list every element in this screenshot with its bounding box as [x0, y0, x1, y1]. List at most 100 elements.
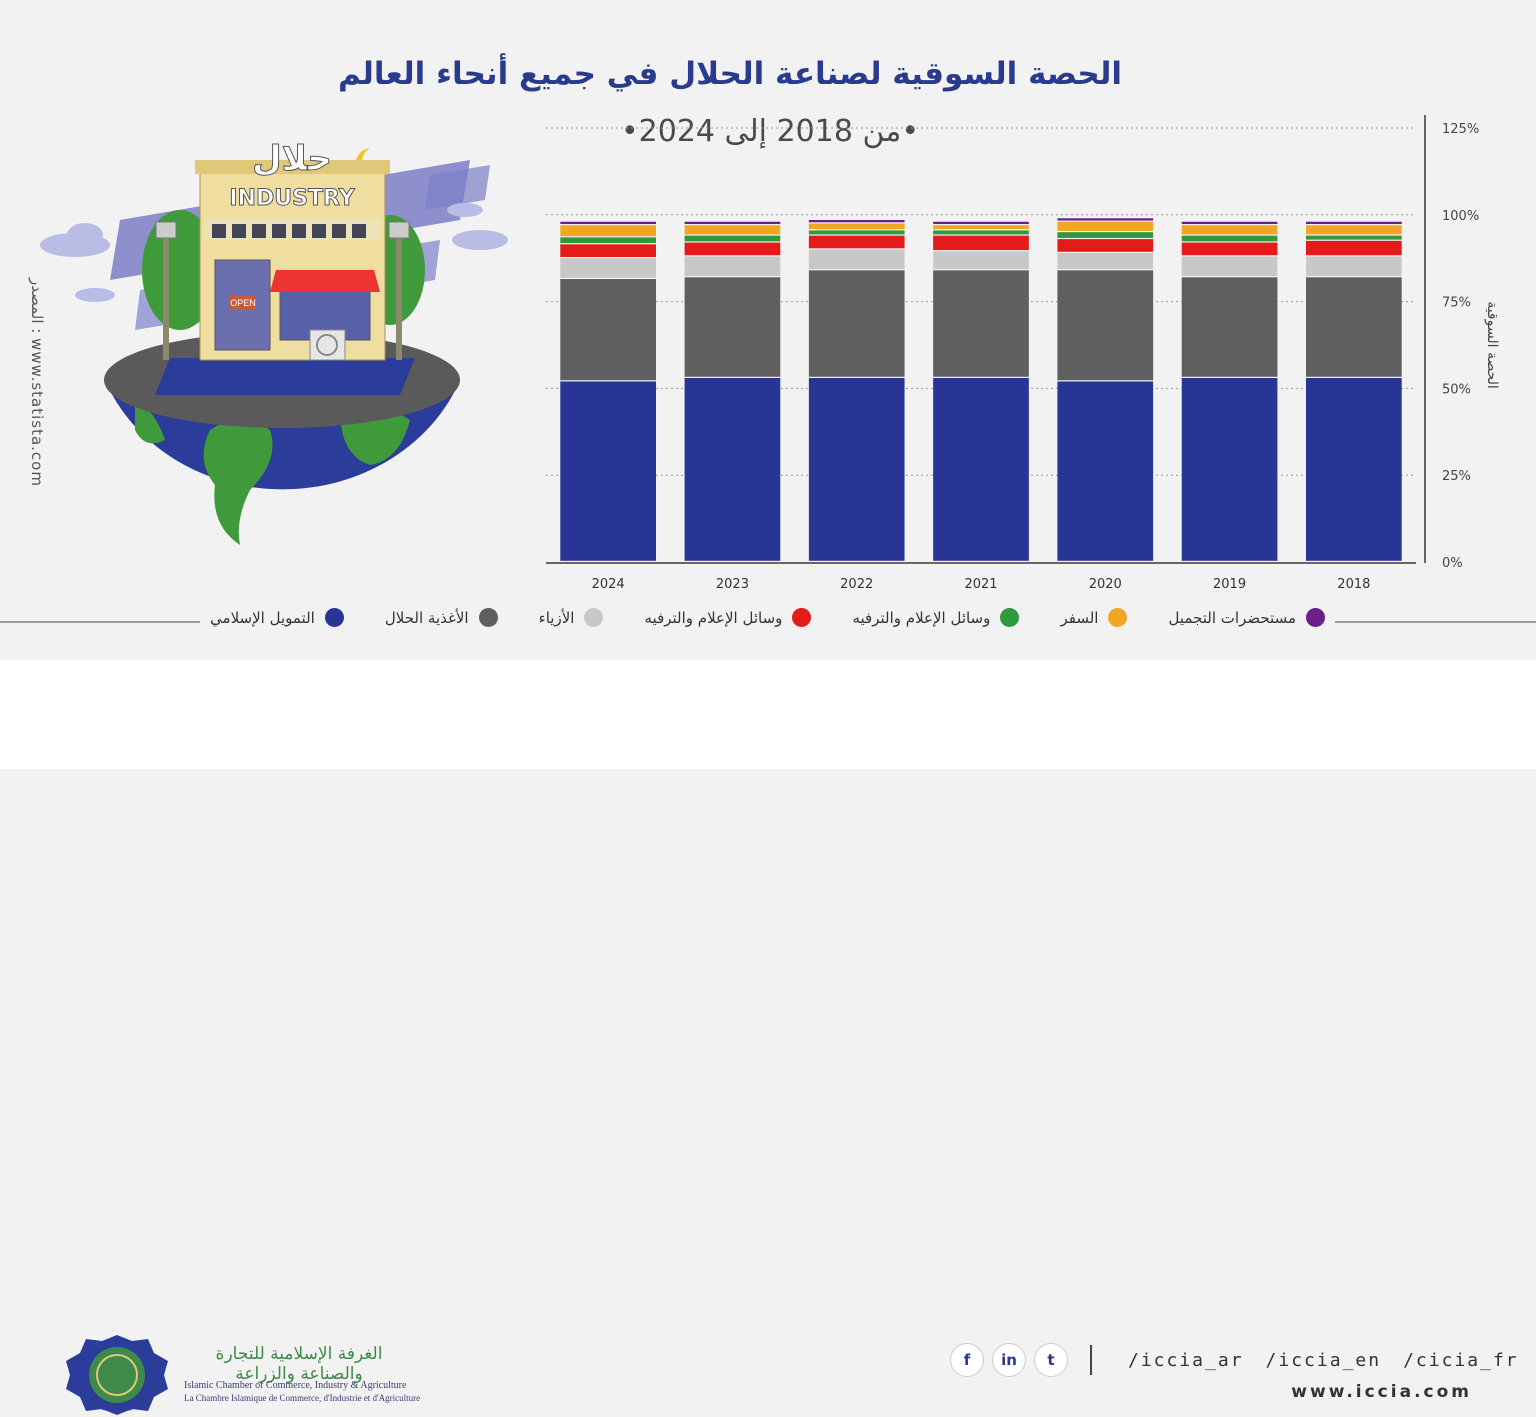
bar-segment — [1306, 225, 1402, 235]
legend-label: وسائل الإعلام والترفيه — [644, 608, 783, 627]
open-sign: OPEN — [230, 298, 256, 308]
bar-segment — [1306, 377, 1402, 561]
infographic-main: الحصة السوقية لصناعة الحلال في جميع أنحا… — [0, 0, 1536, 660]
legend-swatch — [1108, 608, 1128, 627]
iccia-logo-emblem — [66, 1335, 168, 1415]
linkedin-icon[interactable]: in — [992, 1343, 1026, 1377]
bar-segment — [808, 270, 905, 377]
x-tick-label: 2019 — [1213, 577, 1246, 592]
bar-segment — [808, 377, 905, 561]
bar-segment — [1057, 239, 1154, 252]
bar-segment — [933, 270, 1029, 377]
y-tick-label: 0% — [1442, 556, 1463, 571]
legend-item: الأغذية الحلال — [385, 608, 498, 627]
bar-segment — [808, 220, 905, 223]
legend-label: وسائل الإعلام والترفيه — [852, 608, 991, 627]
legend-item: السفر — [1060, 608, 1128, 627]
bar-segment — [1057, 232, 1154, 238]
legend-items: التمويل الإسلامي الأغذية الحلال الأزياء وسا… — [210, 608, 1325, 627]
bar-segment — [560, 225, 656, 237]
legend-item: وسائل الإعلام والترفيه — [645, 608, 812, 627]
bar-segment — [1181, 377, 1278, 561]
bars — [560, 218, 1402, 561]
legend-label: مستحضرات التجميل — [1168, 608, 1296, 627]
bar-segment — [1057, 221, 1154, 231]
y-tick-label: 100% — [1442, 209, 1479, 224]
bar-segment — [1306, 240, 1402, 256]
twitter-icon[interactable]: t — [1034, 1343, 1068, 1377]
bar-segment — [1057, 252, 1154, 270]
chart-legend: التمويل الإسلامي الأغذية الحلال الأزياء وسا… — [0, 600, 1536, 640]
bar-segment — [684, 377, 781, 561]
legend-swatch — [478, 608, 498, 627]
legend-rule-left — [0, 621, 200, 623]
social-separator — [1090, 1345, 1092, 1375]
bar-segment — [560, 381, 656, 561]
bar-segment — [1181, 225, 1278, 235]
bar-segment — [560, 221, 656, 225]
halal-shop-globe-illustration: OPEN INDUSTRY حلال — [40, 139, 508, 545]
halal-sign: حلال — [252, 139, 332, 179]
legend-item: الأزياء — [539, 608, 604, 627]
bar-segment — [684, 256, 781, 277]
x-tick-label: 2023 — [716, 577, 749, 592]
bar-segment — [933, 221, 1029, 225]
bar-segment — [1306, 277, 1402, 377]
x-tick-label: 2022 — [840, 577, 873, 592]
bar-segment — [560, 258, 656, 278]
legend-swatch — [1306, 608, 1325, 627]
y-tick-label: 25% — [1442, 469, 1471, 484]
org-name-french: La Chambre Islamique de Commerce, d'Indu… — [184, 1393, 421, 1403]
bar-segment — [684, 242, 781, 256]
x-tick-label: 2020 — [1089, 577, 1122, 592]
bar-segment — [560, 279, 656, 381]
bar-segment — [1181, 277, 1278, 377]
bar-segment — [808, 223, 905, 230]
bar-segment — [1306, 221, 1402, 225]
y-tick-label: 75% — [1442, 296, 1471, 311]
legend-label: التمويل الإسلامي — [210, 608, 315, 627]
stacked-bar-chart: 0% 25% 50% 75% 100% 125% الحصة السوقية 2024 2023… — [546, 115, 1500, 592]
facebook-icon[interactable]: f — [950, 1343, 984, 1377]
bar-segment — [1181, 256, 1278, 277]
website-link[interactable]: www.iccia.com — [1291, 1382, 1472, 1402]
page-title: الحصة السوقية لصناعة الحلال في جميع أنحا… — [337, 56, 1123, 92]
bar-segment — [933, 225, 1029, 230]
org-name-arabic: الغرفة الإسلامية للتجارة والصناعة والزرا… — [215, 1344, 383, 1384]
bar-segment — [808, 235, 905, 249]
x-tick-label: 2021 — [964, 577, 997, 592]
handle-fr-link[interactable]: /cicia_fr — [1403, 1349, 1519, 1371]
bar-segment — [684, 235, 781, 242]
legend-item: التمويل الإسلامي — [210, 608, 344, 627]
bar-segment — [933, 377, 1029, 561]
legend-swatch — [1000, 608, 1020, 627]
page-subtitle: •من 2018 إلى 2024• — [620, 114, 920, 149]
legend-swatch — [792, 608, 812, 627]
industry-sign: INDUSTRY — [229, 186, 355, 211]
bar-segment — [1306, 256, 1402, 277]
legend-label: السفر — [1060, 608, 1099, 627]
bar-segment — [560, 244, 656, 257]
bar-segment — [684, 225, 781, 235]
bar-segment — [1306, 235, 1402, 240]
bar-segment — [1181, 235, 1278, 242]
legend-label: الأزياء — [538, 608, 575, 627]
bar-segment — [933, 251, 1029, 270]
bar-segment — [933, 235, 1029, 251]
bar-segment — [808, 249, 905, 270]
bar-segment — [808, 230, 905, 235]
handle-en-link[interactable]: /iccia_en — [1265, 1349, 1382, 1371]
bar-segment — [1057, 270, 1154, 381]
social-bar: f in t /iccia_ar /iccia_en /cicia_fr — [950, 1343, 1519, 1377]
bar-segment — [933, 230, 1029, 235]
legend-label: الأغذية الحلال — [384, 608, 469, 627]
axes: 0% 25% 50% 75% 100% 125% الحصة السوقية 2024 2023… — [546, 115, 1500, 592]
y-tick-label: 125% — [1442, 122, 1479, 137]
bar-segment — [684, 277, 781, 377]
bar-segment — [1057, 381, 1154, 561]
bar-segment — [1057, 218, 1154, 221]
bar-segment — [560, 237, 656, 244]
x-tick-label: 2018 — [1337, 577, 1370, 592]
handle-ar-link[interactable]: /iccia_ar — [1128, 1349, 1244, 1371]
footer: الغرفة الإسلامية للتجارة والصناعة والزرا… — [0, 660, 1536, 1415]
